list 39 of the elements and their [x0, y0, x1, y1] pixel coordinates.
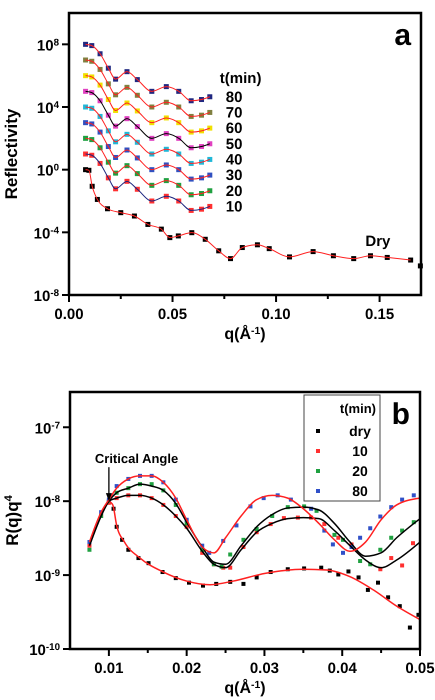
- series-label: 30: [226, 167, 242, 184]
- x-tick-label: 0.05: [405, 660, 435, 677]
- annotation: a: [394, 19, 412, 52]
- x-tick-label: 0.02: [172, 660, 202, 677]
- x-tick-label: 0.05: [158, 306, 188, 323]
- x-tick-label: 0.01: [94, 660, 124, 677]
- legend-label: 10: [352, 443, 368, 459]
- x-tick-label: 0.04: [328, 660, 358, 677]
- y-tick-label: 10$^{4}$: [36, 100, 60, 117]
- legend-label: dry: [349, 423, 372, 439]
- y-tick-label: 10$^{8}$: [36, 36, 60, 54]
- x-tick-label: 0.00: [54, 306, 84, 323]
- series-label: 60: [226, 120, 242, 138]
- annotation: Critical Angle: [94, 451, 178, 466]
- series-label: 40: [226, 151, 242, 168]
- series-label: 20: [226, 182, 242, 200]
- y-tick-label: 10$^{-4}$: [34, 224, 60, 242]
- annotation: b: [392, 398, 410, 431]
- x-tick-label: 0.10: [261, 306, 291, 323]
- y-tick-label: 10$^{-8}$: [34, 288, 60, 305]
- legend-label: 20: [352, 463, 368, 479]
- series-label: 50: [226, 136, 242, 153]
- legend-title: t(min): [220, 70, 262, 87]
- x-axis-title: q(Å$^{-1}$): [224, 678, 266, 697]
- series-label: 70: [226, 104, 242, 122]
- series-label: 80: [226, 88, 242, 106]
- series-label: 10: [226, 198, 242, 216]
- legend-title: t(min): [340, 401, 376, 416]
- y-tick-label: 10$^{-7}$: [34, 420, 60, 438]
- y-tick-label: 10$^{0}$: [36, 162, 60, 180]
- x-tick-label: 0.15: [364, 306, 394, 323]
- x-axis-title: q(Å$^{-1}$): [224, 324, 266, 343]
- y-tick-label: 10$^{-8}$: [34, 494, 61, 512]
- y-tick-label: 10$^{-9}$: [34, 568, 61, 586]
- legend-label: 80: [352, 483, 368, 499]
- x-tick-label: 0.03: [250, 660, 280, 677]
- series-label: Dry: [365, 232, 392, 250]
- y-tick-label: 10$^{-10}$: [29, 642, 61, 659]
- y-axis-title: Reflectivity: [2, 108, 21, 200]
